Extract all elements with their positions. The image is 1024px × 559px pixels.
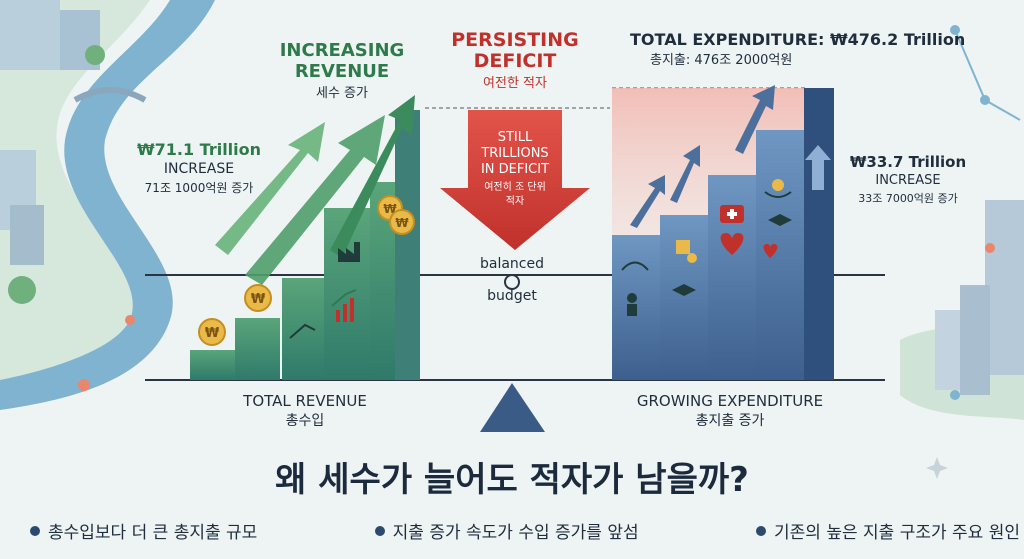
expenditure-bar [660, 215, 708, 380]
svg-text:₩: ₩ [251, 292, 266, 307]
total-revenue-label: TOTAL REVENUE [243, 392, 367, 410]
deficit-arrow-ko-line2: 적자 [505, 196, 525, 207]
deficit-arrow-line1: STILL [497, 130, 533, 145]
fulcrum [480, 383, 545, 432]
construction-icon [621, 240, 697, 271]
left-landscape [0, 0, 215, 410]
up-arrow [805, 145, 831, 190]
won-coin-icon [244, 284, 272, 312]
won-coin-icon [198, 318, 226, 346]
up-arrow [245, 115, 385, 285]
expenditure-increase-word: INCREASE [875, 173, 941, 188]
bullet-text: 기존의 높은 지출 구조가 주요 원인 [774, 523, 1020, 543]
revenue-bar [282, 278, 324, 380]
factory-icon [338, 242, 360, 262]
revenue-heading-line1: INCREASING [279, 40, 405, 61]
total-expenditure-title: TOTAL EXPENDITURE: ₩476.2 Trillion [630, 30, 966, 49]
bullet-list: 총수입보다 더 큰 총지출 규모 지출 증가 속도가 수입 증가를 앞섬 기존의… [30, 518, 1020, 543]
total-expenditure-heading: TOTAL EXPENDITURE: ₩476.2 Trillion 총지출: … [630, 30, 970, 72]
revenue-bar-tall [395, 110, 420, 380]
tree [8, 276, 36, 304]
tree [85, 45, 105, 65]
up-arrow [735, 85, 775, 154]
graduation-cap-icon [672, 214, 792, 296]
expenditure-arrows [630, 85, 831, 228]
bullet-item: 기존의 높은 지출 구조가 주요 원인 [756, 518, 1020, 543]
deficit-heading: PERSISTING DEFICIT 여전한 적자 [430, 29, 600, 92]
map-node [985, 243, 995, 253]
balanced-label: balanced [479, 256, 544, 272]
deficit-heading-ko: 여전한 적자 [483, 76, 547, 91]
bullet-text: 지출 증가 속도가 수입 증가를 앞섬 [392, 523, 639, 543]
pivot-ring [504, 274, 520, 290]
bullet-dot-icon [374, 525, 385, 536]
deficit-arrow [440, 110, 590, 250]
building [0, 0, 60, 70]
expenditure-increase-ko: 33조 7000억원 증가 [858, 192, 958, 205]
helping-hands-icon [764, 179, 792, 198]
expenditure-bar-tall [804, 88, 834, 380]
revenue-increase-callout: ₩71.1 Trillion INCREASE 71조 1000억원 증가 [118, 140, 280, 197]
revenue-heading: INCREASING REVENUE 세수 증가 [262, 40, 422, 101]
growing-expenditure-label-block: GROWING EXPENDITURE 총지출 증가 [600, 392, 860, 431]
revenue-increase-amount: ₩71.1 Trillion [136, 140, 262, 159]
up-arrow [670, 145, 700, 203]
svg-text:₩: ₩ [395, 216, 409, 230]
total-expenditure-ko: 총지출: 476조 2000억원 [650, 53, 793, 68]
map-line [954, 29, 1021, 121]
sparkle-icon [926, 457, 948, 479]
chart-up-icon [289, 323, 316, 339]
revenue-bar [235, 318, 280, 380]
deficit-arrow-line2: TRILLIONS [481, 146, 549, 161]
bullet-item: 총수입보다 더 큰 총지출 규모 [30, 518, 257, 543]
deficit-arrow-text: STILL TRILLIONS IN DEFICIT 여전히 조 단위 적자 [466, 130, 564, 208]
map-node [950, 390, 960, 400]
river [0, 0, 215, 410]
won-coins: ₩ ₩ ₩ ₩ [198, 195, 415, 346]
expenditure-bar [756, 130, 804, 380]
up-arrow [630, 175, 665, 228]
chart-up-icon [331, 289, 357, 322]
deficit-arrow-ko-line1: 여전히 조 단위 [484, 182, 546, 193]
main-question: 왜 세수가 늘어도 적자가 남을까? [275, 460, 749, 500]
expenditure-increase-callout: ₩33.7 Trillion INCREASE 33조 7000억원 증가 [838, 153, 978, 208]
svg-text:₩: ₩ [205, 326, 220, 341]
bullet-dot-icon [30, 525, 40, 536]
map-node [78, 379, 90, 391]
revenue-increase-word: INCREASE [163, 161, 235, 177]
building [960, 285, 990, 395]
deficit-heading-line2: DEFICIT [473, 50, 557, 72]
revenue-heading-ko: 세수 증가 [316, 86, 368, 101]
bullet-dot-icon [756, 525, 766, 536]
revenue-bar [190, 350, 235, 380]
up-arrow [330, 95, 415, 258]
won-coin-icon [389, 209, 415, 235]
bullet-item: 지출 증가 속도가 수입 증가를 앞섬 [374, 518, 639, 543]
total-revenue-label-ko: 총수입 [285, 413, 325, 429]
deficit-arrow-line3: IN DEFICIT [480, 162, 550, 177]
building [10, 205, 44, 265]
up-arrow [215, 122, 325, 255]
medical-kit-icon [720, 205, 744, 223]
growing-expenditure-label: GROWING EXPENDITURE [636, 392, 824, 410]
caregiver-icon [627, 244, 778, 316]
right-landscape [900, 25, 1024, 420]
deficit-heading-line1: PERSISTING [451, 29, 579, 51]
revenue-increase-ko: 71조 1000억원 증가 [144, 181, 254, 195]
revenue-heading-line2: REVENUE [294, 61, 390, 82]
building [985, 200, 1024, 375]
heart-pulse-icon [720, 233, 744, 255]
bridge [73, 87, 147, 103]
budget-label: budget [487, 288, 537, 304]
revenue-arrows [215, 95, 415, 285]
growing-expenditure-label-ko: 총지출 증가 [695, 413, 765, 429]
map-node [125, 315, 135, 325]
expenditure-increase-amount: ₩33.7 Trillion [849, 153, 967, 171]
bullet-text: 총수입보다 더 큰 총지출 규모 [48, 523, 258, 543]
total-revenue-label-block: TOTAL REVENUE 총수입 [215, 392, 395, 431]
